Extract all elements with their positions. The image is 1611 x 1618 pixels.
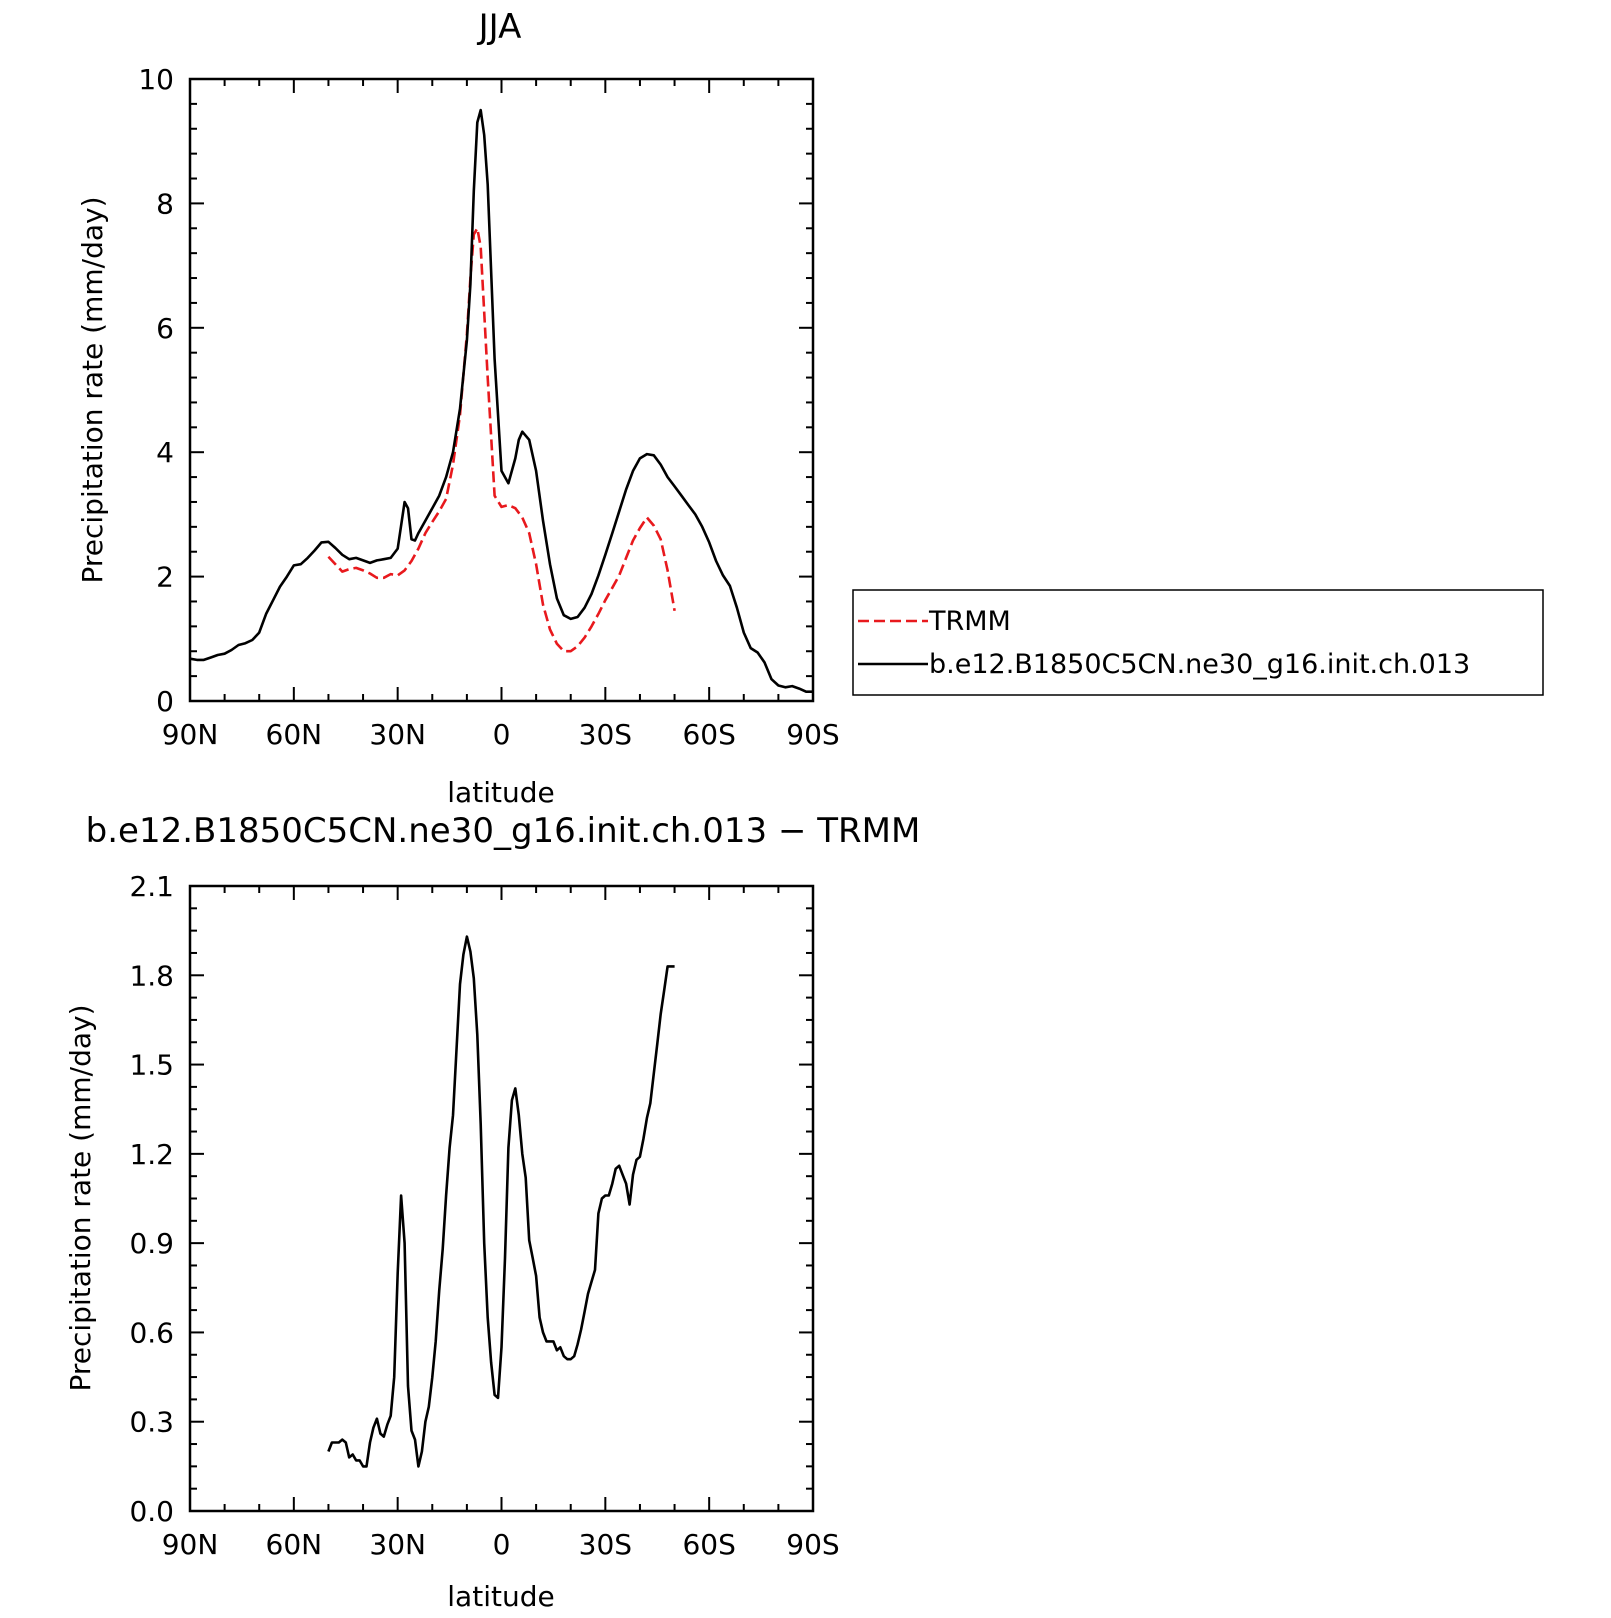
panel-bottom-x-axis-label: latitude (447, 1580, 554, 1613)
panel-bottom-series (327, 935, 675, 1468)
y-tick-label: 0.6 (129, 1316, 174, 1349)
y-tick-label: 6 (156, 312, 174, 345)
series-line-model (189, 108, 813, 693)
legend-label-trmm: TRMM (928, 606, 1011, 637)
y-tick-label: 8 (156, 187, 174, 220)
y-tick-label: 0.9 (129, 1227, 174, 1260)
legend-label-model: b.e12.B1850C5CN.ne30_g16.init.ch.013 (929, 649, 1470, 680)
x-tick-label: 90S (786, 718, 839, 751)
y-tick-label: 0 (156, 685, 174, 718)
panel-top: JJA 90N 60N 30N 0 30S 60S 90S 0 2 4 6 8 10 latitude… (76, 7, 1544, 809)
panel-bottom-y-tick-labels: 0.0 0.3 0.6 0.9 1.2 1.5 1.8 2.1 (129, 870, 174, 1528)
x-tick-label: 30N (369, 718, 426, 751)
y-tick-label: 1.8 (129, 959, 174, 992)
x-tick-label: 30S (579, 1528, 632, 1561)
panel-top-tick-marks (189, 78, 814, 702)
panel-bottom-x-tick-labels: 90N 60N 30N 0 30S 60S 90S (162, 1528, 840, 1561)
x-tick-label: 0 (493, 1528, 511, 1561)
panel-top-x-axis-label: latitude (447, 776, 554, 809)
panel-bottom-tick-marks (189, 885, 814, 1512)
panel-top-x-tick-labels: 90N 60N 30N 0 30S 60S 90S (162, 718, 840, 751)
panel-bottom-plot-frame (188, 884, 815, 1513)
x-tick-label: 60N (266, 718, 323, 751)
x-tick-label: 90N (162, 1528, 219, 1561)
panel-top-y-axis-label: Precipitation rate (mm/day) (76, 196, 109, 583)
y-tick-label: 2 (156, 561, 174, 594)
x-tick-label: 30S (579, 718, 632, 751)
panel-top-title: JJA (477, 7, 522, 47)
panel-bottom: b.e12.B1850C5CN.ne30_g16.init.ch.013 − T… (64, 811, 920, 1613)
x-tick-label: 30N (369, 1528, 426, 1561)
legend-box (852, 589, 1544, 696)
x-tick-label: 60S (682, 1528, 735, 1561)
panel-bottom-y-axis-label: Precipitation rate (mm/day) (64, 1004, 97, 1391)
y-tick-label: 0.3 (129, 1406, 174, 1439)
y-tick-label: 10 (138, 63, 174, 96)
x-tick-label: 90S (786, 1528, 839, 1561)
y-tick-label: 1.2 (129, 1138, 174, 1171)
x-tick-label: 60N (266, 1528, 323, 1561)
y-tick-label: 4 (156, 436, 174, 469)
panel-bottom-title: b.e12.B1850C5CN.ne30_g16.init.ch.013 − T… (86, 811, 921, 851)
x-tick-label: 0 (493, 718, 511, 751)
panel-top-plot-frame (188, 77, 815, 703)
panel-top-y-tick-labels: 0 2 4 6 8 10 (138, 63, 174, 718)
panel-top-series (189, 108, 813, 693)
legend: TRMM b.e12.B1850C5CN.ne30_g16.init.ch.01… (852, 589, 1544, 696)
y-tick-label: 2.1 (129, 870, 174, 903)
series-line-difference (327, 935, 675, 1468)
x-tick-label: 90N (162, 718, 219, 751)
y-tick-label: 0.0 (129, 1495, 174, 1528)
y-tick-label: 1.5 (129, 1049, 174, 1082)
series-line-trmm (327, 227, 676, 653)
x-tick-label: 60S (682, 718, 735, 751)
